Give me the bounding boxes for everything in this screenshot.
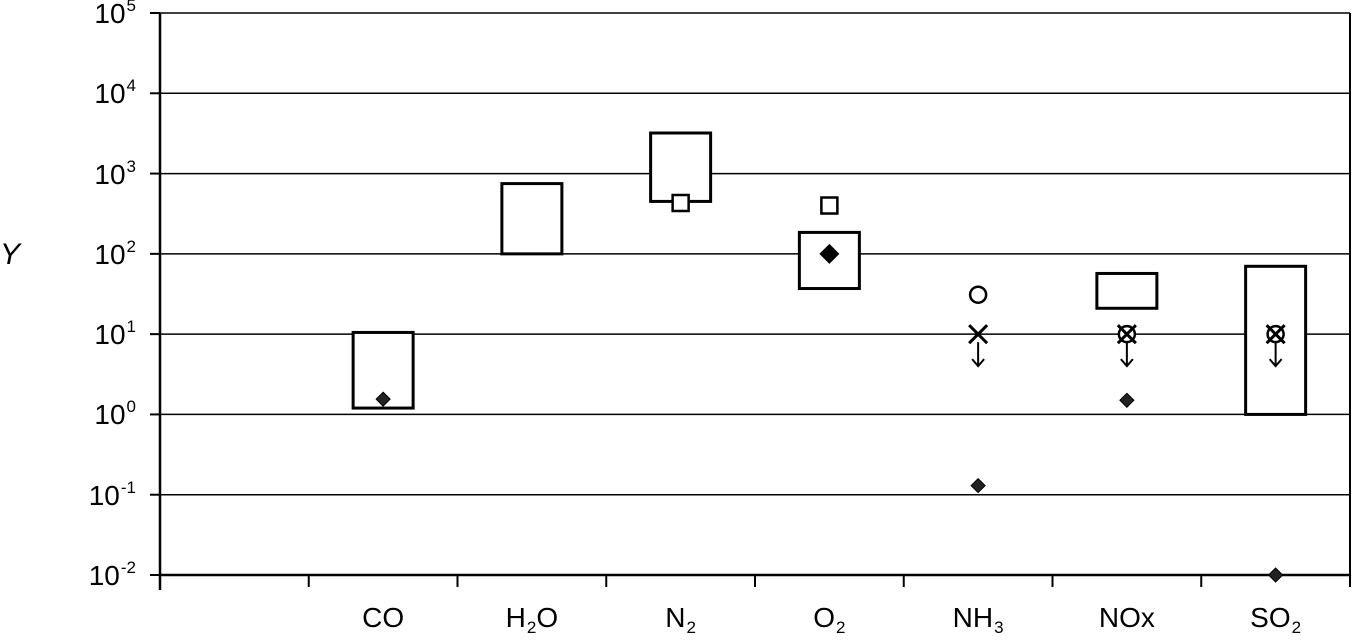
x-tick-label: H2O — [505, 602, 559, 637]
upper-limit-arrowhead — [1120, 358, 1134, 368]
x-marker — [968, 324, 989, 345]
x-tick-label: O2 — [813, 602, 846, 637]
diamond-marker — [1119, 392, 1135, 408]
x-marker — [1116, 324, 1137, 345]
x-tick-label: NOx — [1098, 602, 1155, 633]
y-tick-label: 100 — [94, 397, 136, 431]
x-tick-label: CO — [362, 602, 405, 633]
diamond-marker — [375, 391, 391, 407]
y-tick-label: 101 — [94, 317, 136, 351]
square-marker — [820, 196, 839, 215]
upper-limit-arrowhead — [1268, 358, 1283, 368]
y-tick-label: 105 — [94, 0, 136, 29]
diamond-marker — [970, 477, 986, 494]
y-tick-label: 104 — [94, 76, 136, 110]
y-tick-label: 103 — [94, 156, 136, 190]
range-box — [649, 131, 713, 203]
upper-limit-arrowhead — [971, 358, 985, 368]
range-box — [500, 182, 564, 256]
range-box — [1095, 271, 1159, 310]
y-tick-label: 10-1 — [88, 477, 136, 511]
x-tick-label: SO2 — [1250, 602, 1302, 637]
x-tick-label: N2 — [665, 602, 696, 637]
y-tick-label: 10-2 — [88, 558, 136, 591]
y-axis-label: Y — [0, 238, 21, 271]
circle-marker — [968, 285, 988, 304]
x-tick-label: NH3 — [952, 602, 1004, 637]
y-tick-label: 102 — [94, 236, 136, 270]
square-marker — [671, 193, 690, 213]
x-marker — [1265, 324, 1286, 345]
diamond-marker — [1267, 567, 1284, 583]
diamond-marker — [819, 243, 840, 264]
